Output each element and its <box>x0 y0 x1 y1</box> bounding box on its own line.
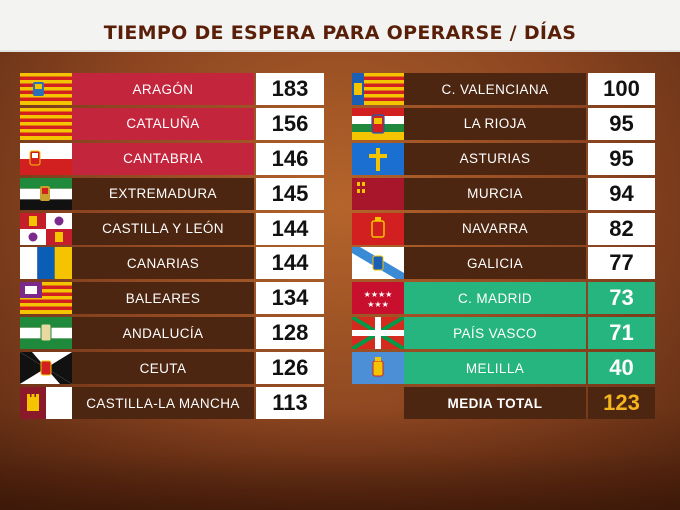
table-row: CANTABRIA 146 <box>20 142 324 175</box>
row-value: 77 <box>588 247 655 280</box>
row-label: CASTILLA-LA MANCHA <box>72 387 254 420</box>
murcia-flag-icon <box>352 177 404 210</box>
table-row: C. VALENCIANA 100 <box>352 73 655 105</box>
row-label: MURCIA <box>404 177 586 210</box>
table-row: PAÍS VASCO 71 <box>352 317 655 350</box>
row-value: 73 <box>588 282 655 315</box>
row-value: 156 <box>256 107 324 140</box>
extremadura-flag-icon <box>20 177 72 210</box>
row-label: C. MADRID <box>404 282 586 315</box>
row-label: EXTREMADURA <box>72 177 254 210</box>
table-row: CANARIAS 144 <box>20 247 324 280</box>
row-value: 40 <box>588 352 655 385</box>
table-row: CATALUÑA 156 <box>20 107 324 140</box>
table-row: MURCIA 94 <box>352 177 655 210</box>
navarra-flag-icon <box>352 212 404 245</box>
row-value: 144 <box>256 247 324 280</box>
table-row: ★★★★ ★★★ C. MADRID 73 <box>352 282 655 315</box>
page-title: TIEMPO DE ESPERA PARA OPERARSE / DÍAS <box>103 22 577 44</box>
table-row: GALICIA 77 <box>352 247 655 280</box>
table-row: CASTILLA-LA MANCHA 113 <box>20 387 324 420</box>
row-value: 126 <box>256 352 324 385</box>
asturias-flag-icon <box>352 142 404 175</box>
valenciana-flag-icon <box>352 73 404 105</box>
table-row: MELILLA 40 <box>352 352 655 385</box>
la-rioja-flag-icon <box>352 107 404 140</box>
svg-text:★★★★: ★★★★ <box>364 290 393 299</box>
cantabria-flag-icon <box>20 142 72 175</box>
table-row: CEUTA 126 <box>20 352 324 385</box>
row-value: 128 <box>256 317 324 350</box>
pais-vasco-flag-icon <box>352 317 404 350</box>
row-value: 134 <box>256 282 324 315</box>
left-column: ARAGÓN 183 CATALUÑA 156 CANTABRIA <box>20 73 324 422</box>
row-label: CANARIAS <box>72 247 254 280</box>
row-value: 146 <box>256 142 324 175</box>
row-label: ARAGÓN <box>72 73 254 105</box>
row-value: 183 <box>256 73 324 105</box>
media-total-label: MEDIA TOTAL <box>404 387 586 420</box>
madrid-flag-icon: ★★★★ ★★★ <box>352 282 404 315</box>
row-label: C. VALENCIANA <box>404 73 586 105</box>
table-row: ANDALUCÍA 128 <box>20 317 324 350</box>
right-column: C. VALENCIANA 100 LA RIOJA 95 ASTURIA <box>352 73 655 422</box>
row-value: 95 <box>588 107 655 140</box>
baleares-flag-icon <box>20 282 72 315</box>
row-value: 95 <box>588 142 655 175</box>
table-row: LA RIOJA 95 <box>352 107 655 140</box>
table-row: BALEARES 134 <box>20 282 324 315</box>
aragon-flag-icon <box>20 73 72 105</box>
row-label: ASTURIAS <box>404 142 586 175</box>
row-value: 100 <box>588 73 655 105</box>
row-label: LA RIOJA <box>404 107 586 140</box>
row-value: 94 <box>588 177 655 210</box>
svg-text:★★★: ★★★ <box>367 300 389 309</box>
table-row: ARAGÓN 183 <box>20 73 324 105</box>
row-label: CATALUÑA <box>72 107 254 140</box>
row-label: NAVARRA <box>404 212 586 245</box>
melilla-flag-icon <box>352 352 404 385</box>
row-label: PAÍS VASCO <box>404 317 586 350</box>
row-label: BALEARES <box>72 282 254 315</box>
title-bar <box>0 0 680 52</box>
row-value: 71 <box>588 317 655 350</box>
row-value: 144 <box>256 212 324 245</box>
galicia-flag-icon <box>352 247 404 280</box>
row-label: CEUTA <box>72 352 254 385</box>
canarias-flag-icon <box>20 247 72 280</box>
table-row: ASTURIAS 95 <box>352 142 655 175</box>
row-value: 82 <box>588 212 655 245</box>
row-value: 113 <box>256 387 324 420</box>
table-row: CASTILLA Y LEÓN 144 <box>20 212 324 245</box>
cataluna-flag-icon <box>20 107 72 140</box>
row-label: CANTABRIA <box>72 142 254 175</box>
row-label: CASTILLA Y LEÓN <box>72 212 254 245</box>
floor-shade <box>0 452 680 510</box>
row-label: MELILLA <box>404 352 586 385</box>
row-label: GALICIA <box>404 247 586 280</box>
row-value: 145 <box>256 177 324 210</box>
row-label: ANDALUCÍA <box>72 317 254 350</box>
castilla-y-leon-flag-icon <box>20 212 72 245</box>
castilla-la-mancha-flag-icon <box>20 387 72 420</box>
media-total-value: 123 <box>588 387 655 420</box>
andalucia-flag-icon <box>20 317 72 350</box>
table-row: NAVARRA 82 <box>352 212 655 245</box>
media-total-row: MEDIA TOTAL 123 <box>352 387 655 420</box>
ceuta-flag-icon <box>20 352 72 385</box>
table-row: EXTREMADURA 145 <box>20 177 324 210</box>
